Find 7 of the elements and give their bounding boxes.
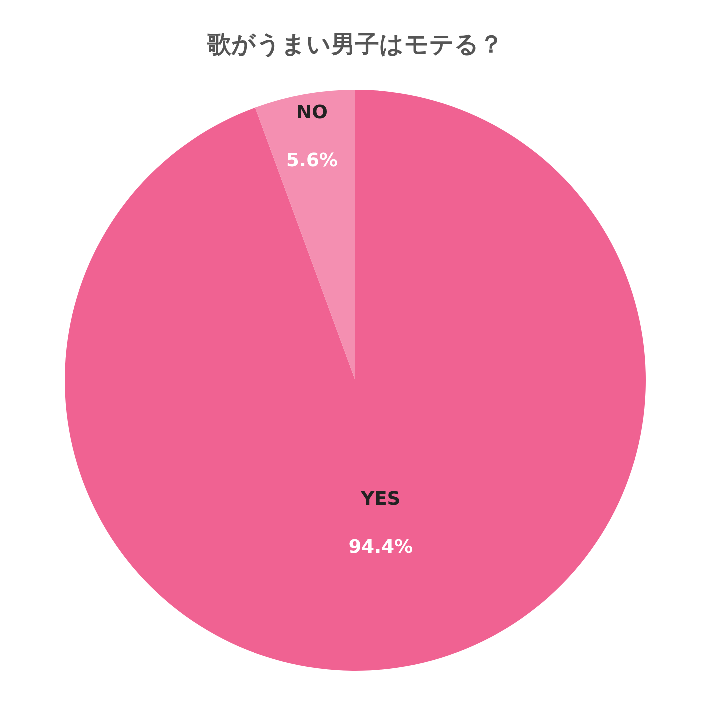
slice-label: YES [360, 488, 401, 510]
data-label: 94.4% [348, 537, 414, 558]
data-label: 5.6% [286, 150, 338, 172]
pie-slice [65, 90, 646, 671]
pie-slice [255, 90, 356, 380]
slice-label: NO [296, 102, 328, 124]
chart-title: 歌がうまい男子はモテる？ [206, 30, 504, 58]
